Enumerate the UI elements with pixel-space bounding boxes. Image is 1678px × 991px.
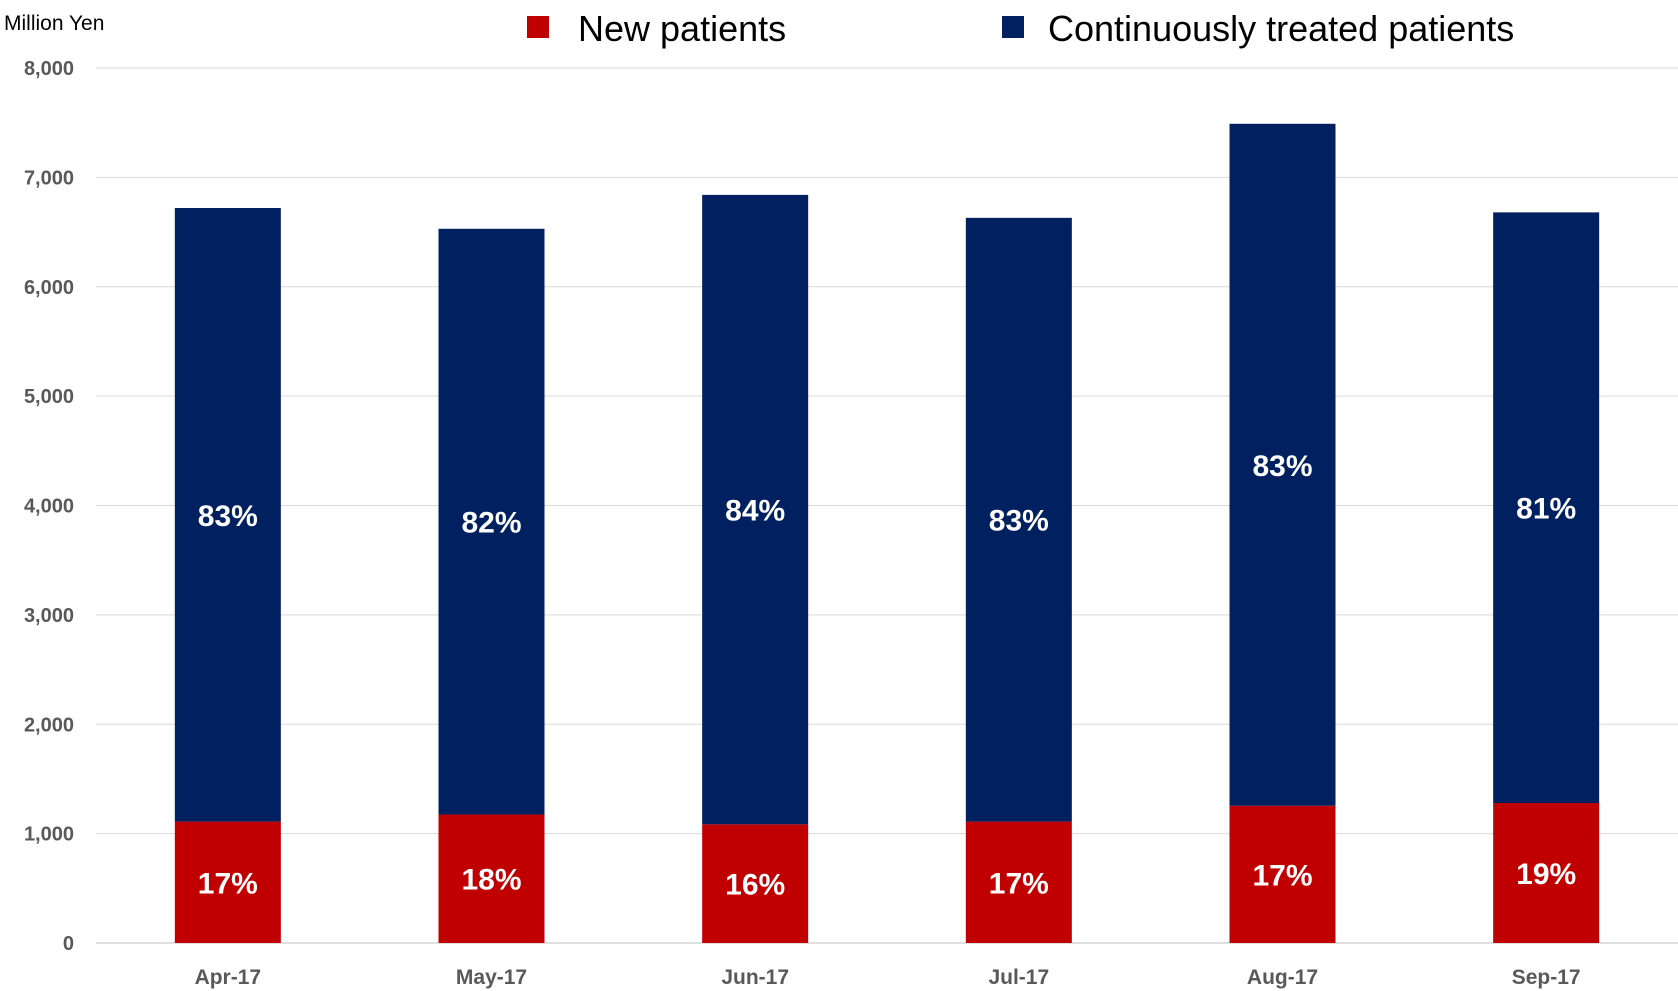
data-label: 83% (198, 500, 258, 533)
y-tick-label: 6,000 (24, 277, 74, 299)
data-label: 16% (725, 869, 785, 902)
bar-segment-new-patients (1229, 805, 1336, 943)
legend-label: Continuously treated patients (1048, 8, 1514, 49)
y-axis: 0 1,000 2,000 3,000 4,000 5,000 6,000 7,000 8,00… (24, 58, 74, 955)
data-label: 17% (1252, 859, 1312, 892)
y-tick-label: 0 (63, 933, 74, 955)
x-tick-label: Jun-17 (721, 966, 789, 989)
x-tick-label: Aug-17 (1247, 966, 1318, 989)
y-tick-label: 4,000 (24, 496, 74, 518)
x-tick-label: Sep-17 (1512, 966, 1581, 989)
data-label: 18% (461, 864, 521, 897)
y-tick-label: 7,000 (24, 167, 74, 189)
legend-swatch (527, 16, 549, 38)
bar-segment-continuous-patients (438, 228, 545, 815)
y-tick-label: 2,000 (24, 714, 74, 736)
bar-segment-new-patients (965, 821, 1072, 943)
bar-segment-new-patients (702, 824, 809, 943)
legend: New patients Continuously treated patient… (527, 8, 1514, 49)
bar-segment-continuous-patients (1229, 123, 1336, 806)
data-label: 19% (1516, 858, 1576, 891)
x-tick-label: May-17 (456, 966, 527, 989)
legend-label: New patients (578, 8, 786, 49)
bar-segment-continuous-patients (702, 194, 809, 825)
bars: 17% 83% 18% 82% 16% 84% 17% 83% 17% 83% 19% 81% (174, 123, 1600, 943)
data-label: 17% (989, 867, 1049, 900)
x-axis: Apr-17 May-17 Jun-17 Jul-17 Aug-17 Sep-17 (195, 966, 1581, 989)
x-tick-label: Jul-17 (988, 966, 1049, 989)
y-tick-label: 8,000 (24, 58, 74, 80)
legend-swatch (1002, 16, 1024, 38)
bar-segment-continuous-patients (965, 217, 1072, 822)
bar-segment-new-patients (1493, 803, 1600, 943)
y-tick-label: 5,000 (24, 386, 74, 408)
data-label: 83% (1252, 450, 1312, 483)
y-tick-label: 3,000 (24, 605, 74, 627)
bar-segment-new-patients (438, 814, 545, 943)
data-label: 82% (461, 507, 521, 540)
bar-segment-continuous-patients (174, 208, 281, 822)
bar-segment-continuous-patients (1493, 212, 1600, 803)
gridlines (96, 67, 1678, 944)
y-tick-label: 1,000 (24, 824, 74, 846)
data-label: 17% (198, 867, 258, 900)
data-label: 84% (725, 495, 785, 528)
data-label: 83% (989, 505, 1049, 538)
bar-segment-new-patients (174, 821, 281, 943)
x-tick-label: Apr-17 (195, 966, 262, 989)
y-axis-unit-label: Million Yen (4, 12, 104, 35)
data-label: 81% (1516, 493, 1576, 526)
